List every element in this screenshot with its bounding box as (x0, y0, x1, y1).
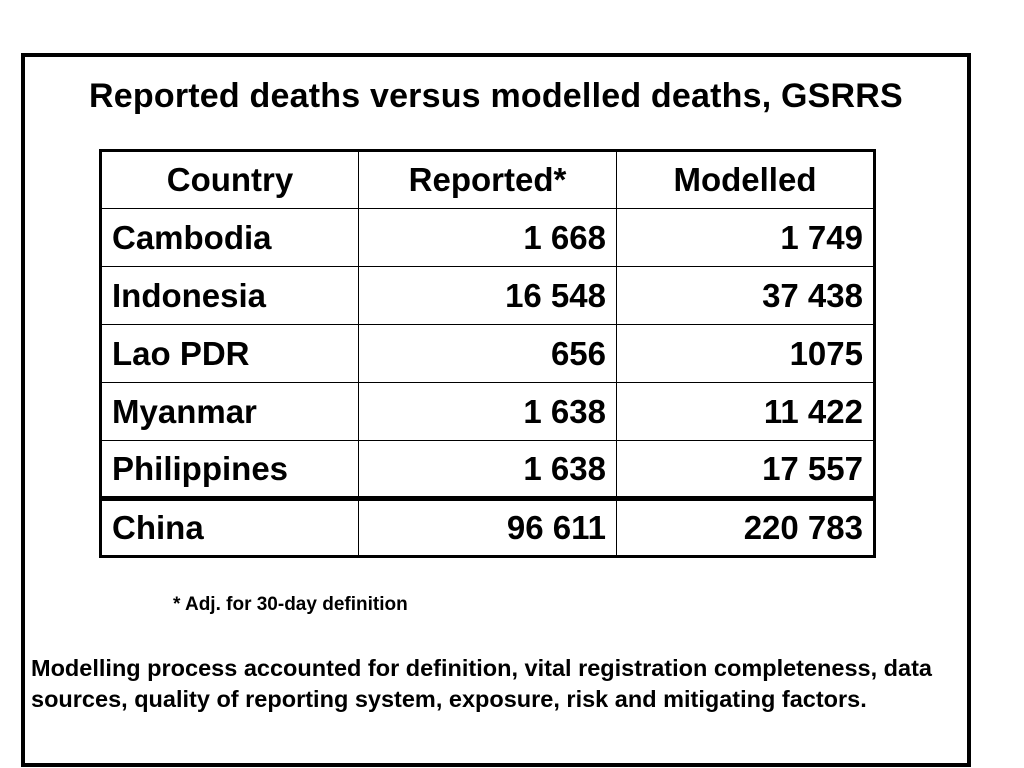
modelled-cell: 220 783 (616, 496, 875, 557)
column-header-reported: Reported* (358, 150, 617, 209)
table-row: Indonesia 16 548 37 438 (100, 266, 875, 325)
modelled-cell: 37 438 (616, 266, 875, 325)
modelled-cell: 1075 (616, 324, 875, 383)
footnote: * Adj. for 30-day definition (173, 594, 408, 615)
column-header-modelled: Modelled (616, 150, 875, 209)
deaths-table: Country Reported* Modelled Cambodia 1 66… (99, 149, 876, 558)
table-row: Philippines 1 638 17 557 (100, 440, 875, 499)
reported-cell: 656 (358, 324, 617, 383)
reported-cell: 96 611 (358, 496, 617, 557)
country-cell: Lao PDR (100, 324, 359, 383)
modelled-cell: 11 422 (616, 382, 875, 441)
modelled-cell: 17 557 (616, 440, 875, 499)
modelled-cell: 1 749 (616, 208, 875, 267)
country-cell: Philippines (100, 440, 359, 499)
table-header-row: Country Reported* Modelled (100, 150, 875, 209)
table-row-total: China 96 611 220 783 (100, 496, 875, 557)
slide-frame: Reported deaths versus modelled deaths, … (21, 53, 971, 767)
country-cell: Cambodia (100, 208, 359, 267)
slide-title: Reported deaths versus modelled deaths, … (89, 77, 903, 115)
column-header-country: Country (100, 150, 359, 209)
country-cell: Myanmar (100, 382, 359, 441)
table-row: Cambodia 1 668 1 749 (100, 208, 875, 267)
country-cell: Indonesia (100, 266, 359, 325)
country-cell: China (100, 496, 359, 557)
table-row: Myanmar 1 638 11 422 (100, 382, 875, 441)
reported-cell: 1 638 (358, 440, 617, 499)
reported-cell: 1 638 (358, 382, 617, 441)
reported-cell: 16 548 (358, 266, 617, 325)
table-row: Lao PDR 656 1075 (100, 324, 875, 383)
reported-cell: 1 668 (358, 208, 617, 267)
methodology-note: Modelling process accounted for definiti… (31, 655, 932, 712)
